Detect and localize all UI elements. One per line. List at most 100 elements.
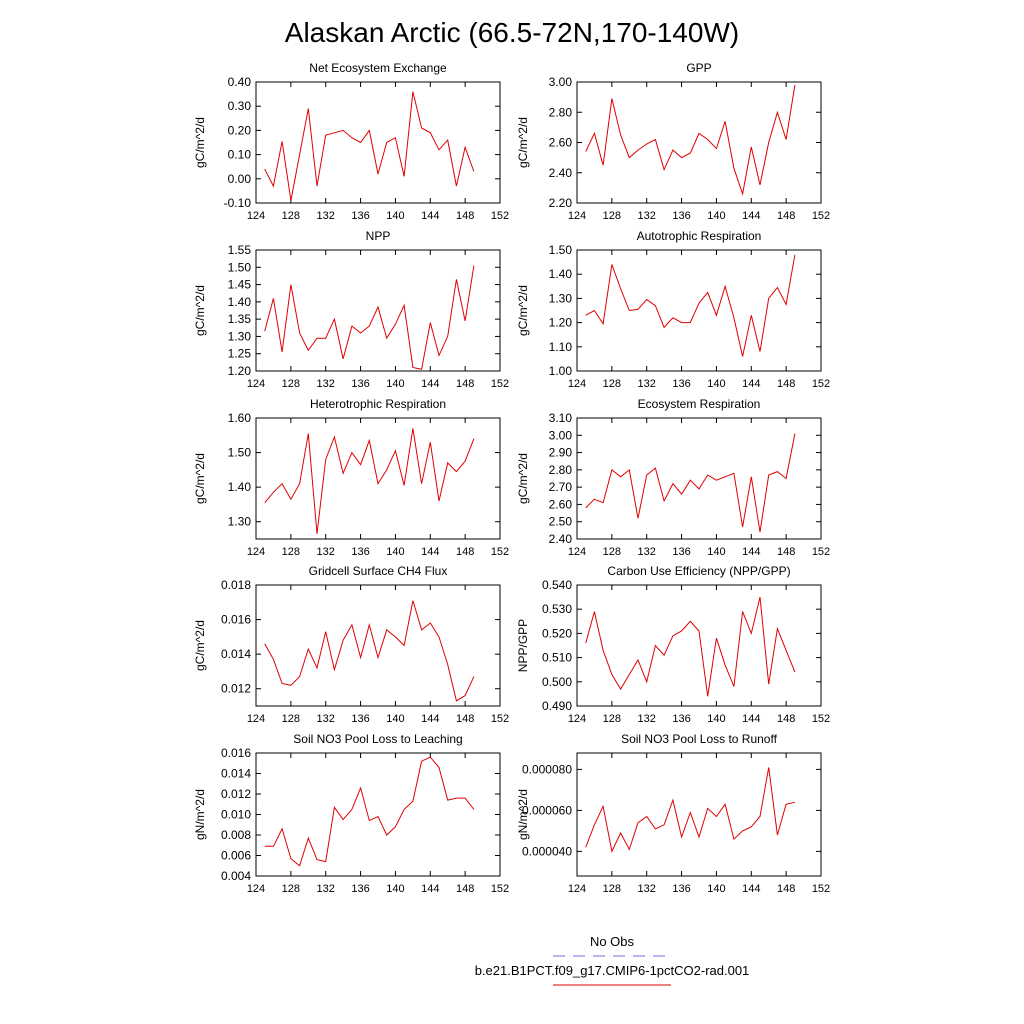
- panel-10-xtick-label: 148: [777, 883, 795, 895]
- panel-2-frame: [576, 81, 822, 204]
- panel-7: Gridcell Surface CH4 Flux 124 128 132 136 140…: [193, 564, 509, 725]
- panel-2-xtick-label: 148: [777, 210, 795, 222]
- panel-5-xtick-label: 128: [282, 546, 300, 558]
- panel-5-ytick-label: 1.50: [228, 446, 252, 460]
- panel-5-ytick-label: 1.40: [228, 480, 252, 494]
- panel-2-xtick-label: 144: [742, 210, 760, 222]
- panel-5-xtick-label: 144: [421, 546, 439, 558]
- panel-6-ytick-label: 2.70: [549, 480, 573, 494]
- panel-8-series-line: [585, 596, 796, 697]
- panel-2-xtick-label: 124: [568, 210, 586, 222]
- panel-4-ytick-label: 1.40: [549, 267, 573, 281]
- panel-9-xtick-label: 148: [456, 883, 474, 895]
- panel-5-xtick-label: 148: [456, 546, 474, 558]
- panel-2-ytick-label: 2.40: [549, 166, 573, 180]
- panel-1-frame: [255, 81, 501, 204]
- panel-8-ytick-label: 0.490: [542, 699, 572, 713]
- panel-9-ytick-label: 0.006: [221, 849, 251, 863]
- panel-5-xtick-label: 152: [491, 546, 509, 558]
- panel-7-ytick-label: 0.016: [221, 613, 251, 627]
- panel-9-xtick-label: 144: [421, 883, 439, 895]
- panel-7-xtick-label: 132: [317, 713, 335, 725]
- panel-2: GPP 124 128 132 136 140 144 148 152 2.20 2.40 2.60 2…: [516, 61, 830, 222]
- panel-2-series-line: [585, 84, 796, 196]
- panel-6-ytick-label: 3.00: [549, 428, 573, 442]
- panel-9-frame: [255, 752, 501, 877]
- panel-3-frame: [255, 249, 501, 372]
- panel-7-xtick-label: 128: [282, 713, 300, 725]
- panel-4-xtick-label: 124: [568, 378, 586, 390]
- panel-9-series-line: [264, 756, 475, 867]
- panel-5-title: Heterotrophic Respiration: [310, 397, 446, 411]
- panel-8-ytick-label: 0.520: [542, 626, 572, 640]
- panel-8: Carbon Use Efficiency (NPP/GPP) 124 128 132…: [516, 564, 830, 725]
- panel-8-xtick-label: 152: [812, 713, 830, 725]
- panel-5-ylabel: gC/m^2/d: [193, 453, 207, 504]
- panel-10-xtick-label: 128: [603, 883, 621, 895]
- panel-9-ytick-label: 0.012: [221, 787, 251, 801]
- panel-3-ytick-label: 1.50: [228, 260, 252, 274]
- panel-3-xtick-label: 152: [491, 378, 509, 390]
- panel-2-ytick-label: 2.20: [549, 196, 573, 210]
- panel-10-xtick-label: 132: [638, 883, 656, 895]
- panel-4-title: Autotrophic Respiration: [637, 229, 762, 243]
- panel-6-xtick-label: 124: [568, 546, 586, 558]
- panel-10-ytick-label: 0.000060: [522, 803, 572, 817]
- panel-8-ytick-label: 0.530: [542, 602, 572, 616]
- panel-9-xtick-label: 140: [386, 883, 404, 895]
- panel-2-xtick-label: 140: [707, 210, 725, 222]
- panel-9-xtick-label: 152: [491, 883, 509, 895]
- panel-4-xtick-label: 136: [672, 378, 690, 390]
- panel-6-xtick-label: 136: [672, 546, 690, 558]
- legend-label-run: b.e21.B1PCT.f09_g17.CMIP6-1pctCO2-rad.00…: [475, 963, 750, 978]
- panel-6-xtick-label: 144: [742, 546, 760, 558]
- panel-7-frame: [255, 584, 501, 707]
- panel-5-series-line: [264, 428, 475, 534]
- panel-5-xtick-label: 136: [351, 546, 369, 558]
- panel-6-ytick-label: 3.10: [549, 411, 573, 425]
- panel-6-frame: [576, 417, 822, 540]
- panel-9-title: Soil NO3 Pool Loss to Leaching: [293, 732, 462, 746]
- panel-1-ytick-label: -0.10: [224, 196, 252, 210]
- panel-4-ytick-label: 1.00: [549, 364, 573, 378]
- panel-4-ytick-label: 1.50: [549, 243, 573, 257]
- panel-7-xtick-label: 144: [421, 713, 439, 725]
- panel-10-xtick-label: 124: [568, 883, 586, 895]
- panel-3-xtick-label: 148: [456, 378, 474, 390]
- panel-10-xtick-label: 136: [672, 883, 690, 895]
- panel-7-ylabel: gC/m^2/d: [193, 620, 207, 671]
- panel-7-xtick-label: 140: [386, 713, 404, 725]
- panel-4-xtick-label: 144: [742, 378, 760, 390]
- panel-8-xtick-label: 132: [638, 713, 656, 725]
- panel-4-frame: [576, 249, 822, 372]
- panel-2-ytick-label: 3.00: [549, 75, 573, 89]
- panel-4-xtick-label: 152: [812, 378, 830, 390]
- panel-1-title: Net Ecosystem Exchange: [309, 61, 447, 75]
- panel-2-xtick-label: 136: [672, 210, 690, 222]
- panel-1-ytick-label: 0.40: [228, 75, 252, 89]
- panel-5-frame: [255, 417, 501, 540]
- panel-1-ytick-label: 0.10: [228, 148, 252, 162]
- panel-6-xtick-label: 132: [638, 546, 656, 558]
- panel-3-xtick-label: 136: [351, 378, 369, 390]
- panel-9-ylabel: gN/m^2/d: [193, 789, 207, 840]
- panel-10-ytick-label: 0.000040: [522, 844, 572, 858]
- panel-7-ytick-label: 0.012: [221, 682, 251, 696]
- legend: No Obs b.e21.B1PCT.f09_g17.CMIP6-1pctCO2…: [475, 934, 750, 986]
- panel-7-xtick-label: 124: [247, 713, 265, 725]
- panel-3-ytick-label: 1.40: [228, 295, 252, 309]
- panel-4-ylabel: gC/m^2/d: [516, 285, 530, 336]
- panel-8-xtick-label: 140: [707, 713, 725, 725]
- panel-2-ytick-label: 2.60: [549, 136, 573, 150]
- panel-1-xtick-label: 140: [386, 210, 404, 222]
- panel-1-xtick-label: 124: [247, 210, 265, 222]
- legend-label-no-obs: No Obs: [590, 934, 635, 949]
- panel-7-ytick-label: 0.014: [221, 647, 251, 661]
- panel-4: Autotrophic Respiration 124 128 132 136 140 14…: [516, 229, 830, 390]
- panel-9-ytick-label: 0.004: [221, 869, 251, 883]
- panel-1-xtick-label: 148: [456, 210, 474, 222]
- panel-7-xtick-label: 148: [456, 713, 474, 725]
- panel-3-ytick-label: 1.45: [228, 278, 252, 292]
- panel-3-ytick-label: 1.25: [228, 347, 252, 361]
